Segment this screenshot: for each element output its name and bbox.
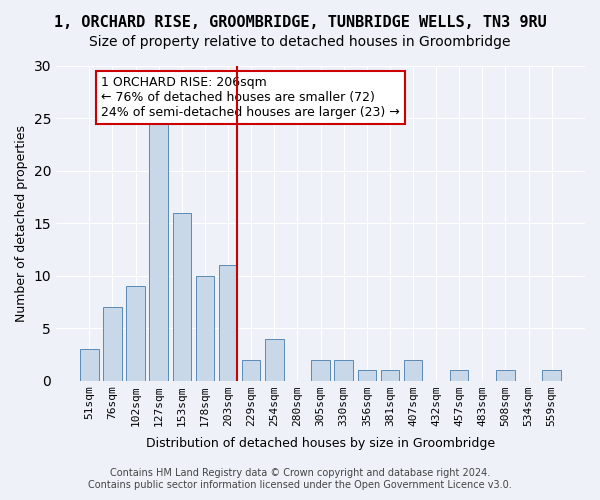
Bar (334, 360, 353, 380)
X-axis label: Distribution of detached houses by size in Groombridge: Distribution of detached houses by size … (146, 437, 495, 450)
Bar (311, 360, 330, 380)
Bar (242, 360, 260, 380)
Bar (380, 370, 399, 380)
Bar (219, 265, 237, 380)
Text: Contains HM Land Registry data © Crown copyright and database right 2024.
Contai: Contains HM Land Registry data © Crown c… (88, 468, 512, 490)
Bar (80, 349, 98, 380)
Bar (496, 370, 515, 380)
Y-axis label: Number of detached properties: Number of detached properties (15, 124, 28, 322)
Bar (265, 338, 284, 380)
Bar (196, 276, 214, 380)
Bar (149, 118, 168, 380)
Bar (358, 370, 376, 380)
Bar (450, 370, 469, 380)
Bar (103, 307, 122, 380)
Bar (542, 370, 561, 380)
Bar (173, 212, 191, 380)
Text: 1, ORCHARD RISE, GROOMBRIDGE, TUNBRIDGE WELLS, TN3 9RU: 1, ORCHARD RISE, GROOMBRIDGE, TUNBRIDGE … (53, 15, 547, 30)
Text: Size of property relative to detached houses in Groombridge: Size of property relative to detached ho… (89, 35, 511, 49)
Text: 1 ORCHARD RISE: 206sqm
← 76% of detached houses are smaller (72)
24% of semi-det: 1 ORCHARD RISE: 206sqm ← 76% of detached… (101, 76, 400, 119)
Bar (404, 360, 422, 380)
Bar (127, 286, 145, 380)
